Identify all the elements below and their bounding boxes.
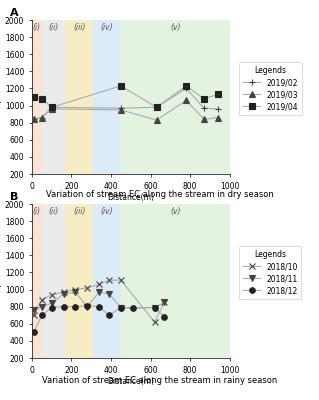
Bar [121, 204, 230, 358]
X-axis label: Distance(m): Distance(m) [107, 378, 154, 386]
X-axis label: Distance(m): Distance(m) [107, 194, 154, 202]
Text: B: B [10, 192, 18, 202]
Legend: 2019/02, 2019/03, 2019/04: 2019/02, 2019/03, 2019/04 [240, 62, 301, 115]
Bar [32, 20, 42, 174]
Legend: 2018/10, 2018/11, 2018/12: 2018/10, 2018/11, 2018/12 [240, 246, 301, 299]
Bar [42, 20, 65, 174]
Bar [93, 20, 121, 174]
Bar [65, 20, 93, 174]
Text: Variation of stream EC along the stream in dry season: Variation of stream EC along the stream … [46, 190, 273, 199]
Text: (i): (i) [33, 22, 41, 32]
Text: (ii): (ii) [48, 206, 59, 216]
Text: A: A [10, 8, 18, 18]
Bar [42, 204, 65, 358]
Text: Variation of stream EC along the stream in rainy season: Variation of stream EC along the stream … [42, 376, 277, 385]
Bar [32, 204, 42, 358]
Text: (v): (v) [170, 206, 181, 216]
Text: (iii): (iii) [73, 206, 85, 216]
Bar [121, 20, 230, 174]
Bar [65, 204, 93, 358]
Bar [93, 204, 121, 358]
Text: (iv): (iv) [101, 22, 113, 32]
Text: (i): (i) [33, 206, 41, 216]
Y-axis label: EC (μS/cm): EC (μS/cm) [0, 76, 2, 118]
Text: (ii): (ii) [48, 22, 59, 32]
Text: (v): (v) [170, 22, 181, 32]
Y-axis label: EC (μS/cm): EC (μS/cm) [0, 260, 2, 302]
Text: (iii): (iii) [73, 22, 85, 32]
Text: (iv): (iv) [101, 206, 113, 216]
